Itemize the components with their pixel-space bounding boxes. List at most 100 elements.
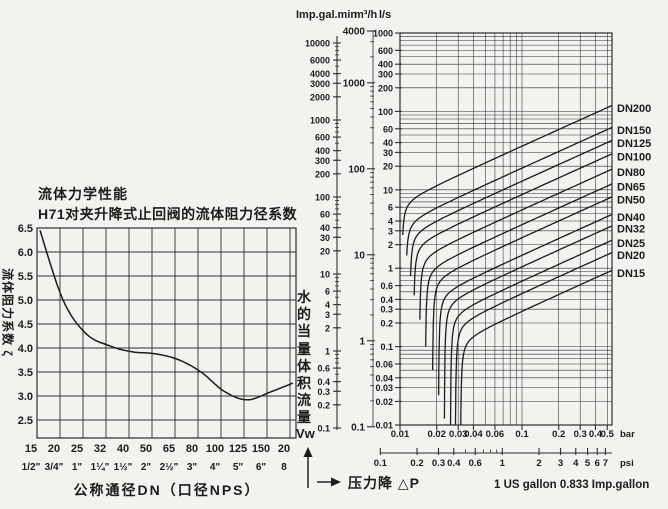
left-dn-tick-label: 125 — [229, 443, 247, 455]
imp-scale-label: 30 — [320, 233, 330, 243]
left-y-tick-label: 5.5 — [18, 271, 33, 283]
bar-axis-label: 0.2 — [552, 429, 565, 440]
left-dn-tick-label: 40 — [117, 443, 129, 455]
psi-axis-label: 7 — [603, 458, 608, 469]
left-nps-tick-label: 6" — [256, 462, 267, 473]
bar-axis-label: 0.5 — [601, 429, 615, 440]
flow-symbol-label: Vw — [296, 426, 315, 441]
m3h-scale-label: 10 — [354, 250, 366, 261]
left-y-tick-label: 3.5 — [18, 367, 33, 379]
imp-scale-label: 4 — [325, 300, 330, 310]
gallon-conversion-note: 1 US gallon 0.833 Imp.gallon — [494, 479, 650, 491]
dn-curve-dn100 — [413, 153, 612, 296]
right-chart-frame — [399, 32, 613, 426]
pressure-drop-label: 压力降 △P — [348, 475, 420, 491]
ls-scale-label: 0.02 — [375, 397, 393, 407]
imp-scale-label: 2000 — [310, 92, 330, 102]
left-nps-tick-label: 5" — [233, 462, 244, 473]
bar-axis-label: 0.1 — [515, 429, 529, 440]
m3h-scale-label: 4000 — [343, 27, 366, 38]
left-nps-tick-label: 1¼" — [91, 462, 110, 473]
left-y-tick-label: 3.0 — [18, 391, 33, 403]
imp-scale-label: 10 — [320, 270, 330, 280]
left-nps-tick-label: 1/2" — [22, 462, 41, 473]
bar-axis-label: 0.03 — [449, 429, 468, 440]
flow-axis-vertical-label-char: 的 — [297, 306, 311, 323]
dn-curve-dn40 — [437, 213, 612, 396]
imp-scale-label: 6 — [325, 287, 330, 297]
psi-axis-label: 0.4 — [447, 458, 461, 469]
psi-axis-label: 0.2 — [410, 458, 423, 469]
ls-scale-label: 0.4 — [380, 295, 393, 305]
dn-curve-label: DN32 — [617, 224, 645, 236]
imp-scale-label: 1000 — [310, 116, 330, 126]
dp-axis-right-arrow-icon — [331, 477, 341, 487]
imp-scale-label: 40 — [320, 223, 330, 233]
dn-curve-label: DN25 — [617, 238, 645, 250]
bar-axis-label: 0.3 — [574, 429, 587, 440]
dn-curve-dn200 — [402, 104, 612, 236]
ls-scale-label: 200 — [378, 83, 393, 93]
ls-scale-label: 0.3 — [380, 305, 393, 315]
imp-scale-label: 3 — [325, 310, 330, 320]
psi-axis-label: 1 — [500, 458, 506, 469]
imp-scale-label: 4000 — [310, 69, 330, 79]
left-y-tick-label: 2.5 — [18, 415, 33, 427]
left-chart-title-line2: H71对夹升降式止回阀的流体阻力径系数 — [38, 206, 298, 222]
left-dn-tick-label: 100 — [206, 443, 224, 455]
dn-curve-label: DN150 — [617, 125, 651, 137]
left-dn-tick-label: 150 — [252, 443, 270, 455]
ls-scale-label: 1 — [388, 264, 393, 274]
left-dn-tick-label: 80 — [186, 443, 198, 455]
bar-axis-label: 0.02 — [427, 429, 446, 440]
ls-scale-label: 40 — [383, 138, 393, 148]
imp-scale-label: 0.6 — [317, 364, 330, 374]
psi-axis-label: 0.6 — [469, 458, 482, 469]
ls-scale-label: 10 — [383, 185, 393, 195]
ls-scale-label: 300 — [378, 69, 393, 79]
dn-curve-dn65 — [425, 183, 612, 347]
dn-curve-dn32 — [443, 225, 612, 419]
left-dn-tick-label: 50 — [140, 443, 152, 455]
dn-curve-label: DN80 — [617, 167, 645, 179]
left-y-tick-label: 6.5 — [18, 223, 33, 235]
psi-axis-label: 0.1 — [374, 458, 388, 469]
m3h-scale-label: 0.1 — [351, 422, 365, 433]
dn-curve-dn20 — [454, 252, 612, 425]
ls-scale-label: 3 — [388, 226, 393, 236]
ls-scale-label: 0.06 — [375, 359, 393, 369]
dn-curve-label: DN50 — [617, 195, 645, 207]
ls-scale-label: 20 — [383, 162, 393, 172]
dn-curve-label: DN15 — [617, 268, 645, 280]
imp-scale-label: 60 — [320, 210, 330, 220]
imp-scale-label: 6000 — [310, 56, 330, 66]
imp-scale-label: 0.3 — [317, 387, 330, 397]
m3h-scale-label: 1 — [359, 336, 365, 347]
imp-scale-label: 0.4 — [317, 377, 330, 387]
left-nps-tick-label: 2½" — [160, 462, 179, 473]
zeta-curve — [39, 230, 294, 401]
flow-axis-vertical-label-char: 量 — [297, 340, 311, 357]
left-y-tick-label: 4.0 — [18, 343, 33, 355]
psi-unit-label: psi — [620, 458, 634, 469]
ls-scale-label: 4 — [388, 216, 393, 226]
ls-scale-label: 600 — [378, 46, 393, 56]
imp-scale-label: 10000 — [305, 39, 330, 49]
imp-scale-label: 600 — [315, 133, 330, 143]
left-y-tick-label: 5.0 — [18, 295, 33, 307]
scale-header-m3h: m³/h — [354, 9, 378, 21]
dn-curve-dn150 — [406, 126, 612, 256]
imp-scale-label: 300 — [315, 156, 330, 166]
dn-curve-label: DN200 — [617, 103, 651, 115]
dn-curve-dn50 — [432, 196, 612, 371]
left-y-tick-label: 6.0 — [18, 247, 33, 259]
left-chart-x-axis-label: 公称通径DN（口径NPS） — [73, 482, 261, 498]
psi-axis-label: 5 — [585, 458, 591, 469]
flow-axis-up-arrow-icon — [303, 447, 313, 457]
m3h-scale-label: 1000 — [343, 78, 366, 89]
ls-scale-label: 0.01 — [375, 421, 393, 431]
dn-curve-label: DN65 — [617, 182, 645, 194]
left-nps-tick-label: 1" — [72, 462, 83, 473]
